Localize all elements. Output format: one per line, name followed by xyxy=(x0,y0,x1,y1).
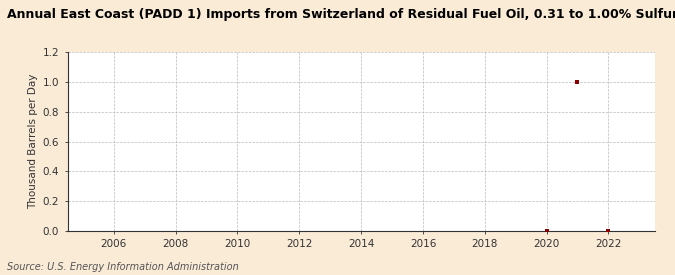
Text: Annual East Coast (PADD 1) Imports from Switzerland of Residual Fuel Oil, 0.31 t: Annual East Coast (PADD 1) Imports from … xyxy=(7,8,675,21)
Text: Source: U.S. Energy Information Administration: Source: U.S. Energy Information Administ… xyxy=(7,262,238,272)
Y-axis label: Thousand Barrels per Day: Thousand Barrels per Day xyxy=(28,74,38,209)
